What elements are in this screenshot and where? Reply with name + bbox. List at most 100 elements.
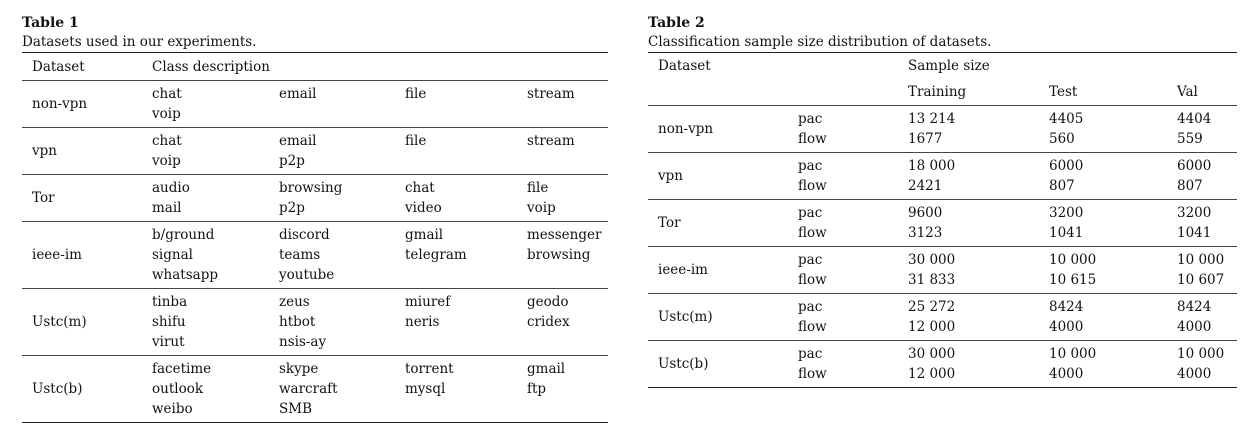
class-column: file — [405, 81, 527, 128]
types-cell: pac flow — [798, 247, 908, 294]
table-row: vpn chat voip email p2p file stream — [22, 127, 609, 175]
cell-line: pac — [798, 299, 823, 315]
column-header-val: Val — [1177, 84, 1198, 101]
cell-line: 8424 — [1049, 299, 1084, 315]
cell-line: 3123 — [908, 225, 943, 241]
class-column: messenger browsing — [527, 222, 608, 289]
class-column: file voip — [527, 175, 608, 222]
cell-line: skype — [279, 361, 319, 377]
cell-line: chat — [152, 133, 182, 149]
cell-line: file — [405, 86, 427, 102]
table-row: non-vpn chat voip email file stream — [22, 80, 609, 128]
class-column: email — [279, 81, 405, 128]
cell-line: 10 615 — [1049, 272, 1097, 288]
types-cell: pac flow — [798, 200, 908, 247]
cell-line: 10 000 — [1049, 252, 1097, 268]
cell-line: chat — [405, 180, 435, 196]
cell-line: nsis-ay — [279, 334, 327, 350]
cell-line: 560 — [1049, 131, 1075, 147]
cell-line: ftp — [527, 381, 547, 397]
cell-line: messenger — [527, 227, 602, 243]
cell-line — [527, 265, 608, 285]
cell-line: gmail — [527, 361, 566, 377]
table-1-grid: Dataset Class description non-vpn chat voi… — [22, 52, 609, 423]
dataset-name: non-vpn — [32, 96, 88, 112]
class-column: discord teams youtube — [279, 222, 405, 289]
table-2-header-row-2: Training Test Val — [648, 80, 1237, 106]
cell-line: 4000 — [1177, 366, 1212, 382]
class-column: miuref neris — [405, 289, 527, 356]
cell-line: video — [405, 200, 442, 216]
cell-line — [527, 104, 608, 124]
cell-line: p2p — [279, 153, 305, 169]
cell-line: flow — [798, 178, 827, 194]
class-column: stream — [527, 81, 608, 128]
cell-line — [405, 332, 527, 352]
cell-line: cridex — [527, 314, 570, 330]
cell-line: 1041 — [1177, 225, 1212, 241]
table-row: ieee-im b/ground signal whatsapp discord team… — [22, 221, 609, 289]
cell-line: audio — [152, 180, 190, 196]
cell-line: mysql — [405, 381, 446, 397]
cell-line: warcraft — [279, 381, 338, 397]
val-cell: 3200 1041 — [1177, 200, 1237, 247]
column-header-class-description: Class description — [152, 58, 270, 75]
cell-line: chat — [152, 86, 182, 102]
cell-line: email — [279, 86, 317, 102]
types-cell: pac flow — [798, 153, 908, 200]
cell-line: voip — [527, 200, 556, 216]
dataset-name: Ustc(m) — [658, 309, 713, 325]
cell-line — [279, 104, 405, 124]
cell-line: pac — [798, 158, 823, 174]
cell-line: geodo — [527, 294, 569, 310]
table-2-grid: Dataset Sample size Training Test Val no… — [648, 52, 1238, 388]
cell-line: 4000 — [1049, 319, 1084, 335]
cell-line: youtube — [279, 267, 335, 283]
training-cell: 30 000 31 833 — [908, 247, 1049, 294]
class-column: stream — [527, 128, 608, 175]
cell-line: 18 000 — [908, 158, 956, 174]
cell-line: htbot — [279, 314, 316, 330]
cell-line: outlook — [152, 381, 204, 397]
cell-line: virut — [152, 334, 185, 350]
table-1-caption: Datasets used in our experiments. — [22, 34, 257, 50]
cell-line: 1677 — [908, 131, 943, 147]
cell-line: 3200 — [1177, 205, 1212, 221]
types-cell: pac flow — [798, 294, 908, 341]
table-row: ieee-im pac flow 30 000 31 833 10 000 10 615 10… — [648, 246, 1238, 294]
cell-line: mail — [152, 200, 182, 216]
cell-line: 4000 — [1049, 366, 1084, 382]
column-header-training: Training — [908, 84, 967, 101]
class-column: tinba shifu virut — [152, 289, 279, 356]
dataset-name: ieee-im — [32, 247, 82, 263]
cell-line: 3200 — [1049, 205, 1084, 221]
cell-line: 4000 — [1177, 319, 1212, 335]
class-column: chat video — [405, 175, 527, 222]
table-row: Ustc(b) facetime outlook weibo skype warcraft… — [22, 355, 609, 423]
column-header-test: Test — [1049, 84, 1078, 101]
cell-line: 12 000 — [908, 319, 956, 335]
test-cell: 8424 4000 — [1049, 294, 1177, 341]
cell-line: 10 000 — [1177, 346, 1225, 362]
cell-line: 4404 — [1177, 111, 1212, 127]
table-2-label: Table 2 — [648, 15, 705, 31]
test-cell: 4405 560 — [1049, 106, 1177, 153]
cell-line — [405, 265, 527, 285]
class-column: chat voip — [152, 128, 279, 175]
cell-line: flow — [798, 225, 827, 241]
cell-line: 6000 — [1049, 158, 1084, 174]
dataset-name: vpn — [32, 143, 57, 159]
cell-line — [527, 332, 608, 352]
test-cell: 3200 1041 — [1049, 200, 1177, 247]
test-cell: 10 000 4000 — [1049, 341, 1177, 388]
dataset-name: Ustc(b) — [32, 381, 83, 397]
dataset-name: ieee-im — [658, 262, 708, 278]
class-column: b/ground signal whatsapp — [152, 222, 279, 289]
cell-line: voip — [152, 153, 181, 169]
dataset-name: non-vpn — [658, 121, 714, 137]
cell-line: 10 607 — [1177, 272, 1225, 288]
class-column: browsing p2p — [279, 175, 405, 222]
cell-line: 25 272 — [908, 299, 956, 315]
cell-line: whatsapp — [152, 267, 218, 283]
cell-line: pac — [798, 346, 823, 362]
